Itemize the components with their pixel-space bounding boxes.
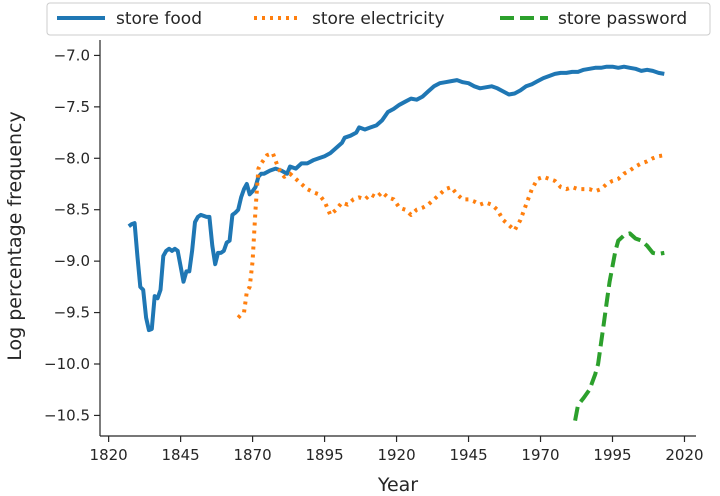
x-tick-label: 1845: [162, 446, 200, 464]
x-tick-label: 1920: [377, 446, 415, 464]
y-tick-label: −8.0: [54, 149, 90, 167]
x-tick-label: 1820: [90, 446, 128, 464]
y-tick-label: −10.5: [44, 406, 90, 424]
y-tick-label: −9.0: [54, 252, 90, 270]
x-axis-label: Year: [377, 474, 418, 496]
y-tick-label: −7.5: [54, 98, 90, 116]
y-tick-label: −10.0: [44, 355, 90, 373]
x-tick-label: 1945: [449, 446, 487, 464]
x-tick-label: 1995: [593, 446, 631, 464]
series-line-store-electricity: [236, 151, 665, 320]
y-tick-label: −8.5: [54, 201, 90, 219]
y-axis-label: Log percentage frequency: [4, 111, 26, 360]
series-line-store-food: [127, 64, 665, 333]
series-line-store-password: [573, 231, 665, 421]
x-tick-label: 1870: [234, 446, 272, 464]
y-tick-label: −7.0: [54, 46, 90, 64]
legend-label-store-electricity: store electricity: [312, 9, 445, 29]
y-tick-label: −9.5: [54, 304, 90, 322]
x-tick-label: 1970: [521, 446, 559, 464]
legend-label-store-food: store food: [116, 9, 202, 29]
legend: store food store electricity store passw…: [46, 2, 711, 36]
x-tick-label: 1895: [305, 446, 343, 464]
legend-frame: [46, 2, 711, 36]
legend-label-store-password: store password: [558, 9, 687, 29]
x-tick-label: 2020: [665, 446, 703, 464]
